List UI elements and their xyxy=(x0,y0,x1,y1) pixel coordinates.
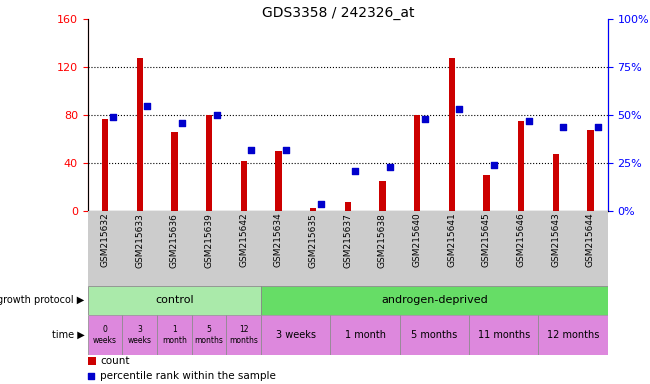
Text: GSM215642: GSM215642 xyxy=(239,213,248,267)
Bar xyxy=(206,115,212,211)
Text: GDS3358 / 242326_at: GDS3358 / 242326_at xyxy=(262,6,414,20)
Text: growth protocol ▶: growth protocol ▶ xyxy=(0,295,84,306)
Text: 3
weeks: 3 weeks xyxy=(128,325,151,345)
Text: 12
months: 12 months xyxy=(229,325,258,345)
Point xyxy=(246,147,257,153)
Bar xyxy=(552,154,559,211)
Text: GSM215638: GSM215638 xyxy=(378,213,387,268)
Point xyxy=(454,106,465,113)
Bar xyxy=(261,286,608,315)
Text: 12 months: 12 months xyxy=(547,330,599,340)
Text: GSM215634: GSM215634 xyxy=(274,213,283,267)
Point xyxy=(558,124,569,130)
Text: GSM215633: GSM215633 xyxy=(135,213,144,268)
Point xyxy=(272,307,283,313)
Bar xyxy=(400,315,469,355)
Point xyxy=(281,147,291,153)
Bar xyxy=(88,315,122,355)
Text: 0
weeks: 0 weeks xyxy=(93,325,117,345)
Bar xyxy=(240,161,247,211)
Bar xyxy=(88,357,96,366)
Bar xyxy=(538,315,608,355)
Text: percentile rank within the sample: percentile rank within the sample xyxy=(100,371,276,381)
Point xyxy=(523,118,534,124)
Point xyxy=(350,168,361,174)
Bar xyxy=(414,115,420,211)
Bar xyxy=(380,181,385,211)
Point xyxy=(211,112,222,118)
Text: GSM215645: GSM215645 xyxy=(482,213,491,267)
Bar xyxy=(122,315,157,355)
Bar xyxy=(344,202,351,211)
Text: 5 months: 5 months xyxy=(411,330,458,340)
Bar xyxy=(226,315,261,355)
Point xyxy=(142,103,153,109)
Text: 1 month: 1 month xyxy=(344,330,385,340)
Text: 1
month: 1 month xyxy=(162,325,187,345)
Bar xyxy=(310,208,316,211)
Point xyxy=(107,114,118,120)
Bar xyxy=(157,315,192,355)
Text: time ▶: time ▶ xyxy=(52,330,84,340)
Bar xyxy=(172,132,177,211)
Text: GSM215640: GSM215640 xyxy=(413,213,422,267)
Point xyxy=(177,120,187,126)
Bar xyxy=(102,119,108,211)
Bar xyxy=(469,315,538,355)
Bar xyxy=(448,58,455,211)
Point xyxy=(489,162,499,168)
Text: control: control xyxy=(155,295,194,306)
Point xyxy=(419,116,430,122)
Bar xyxy=(330,315,400,355)
Bar xyxy=(192,315,226,355)
Text: GSM215639: GSM215639 xyxy=(205,213,214,268)
Bar xyxy=(588,130,593,211)
Text: GSM215646: GSM215646 xyxy=(517,213,526,267)
Point xyxy=(315,200,326,207)
Text: 5
months: 5 months xyxy=(194,325,224,345)
Bar xyxy=(518,121,524,211)
Bar xyxy=(276,151,281,211)
Text: GSM215643: GSM215643 xyxy=(551,213,560,267)
Text: count: count xyxy=(100,356,130,366)
Text: 3 weeks: 3 weeks xyxy=(276,330,316,340)
Point xyxy=(385,164,395,170)
Bar xyxy=(261,315,330,355)
Bar xyxy=(484,175,489,211)
Point xyxy=(593,124,603,130)
Text: 11 months: 11 months xyxy=(478,330,530,340)
Text: GSM215637: GSM215637 xyxy=(343,213,352,268)
Bar xyxy=(88,211,608,286)
Bar xyxy=(88,286,261,315)
Text: GSM215644: GSM215644 xyxy=(586,213,595,267)
Text: GSM215632: GSM215632 xyxy=(101,213,110,267)
Text: androgen-deprived: androgen-deprived xyxy=(381,295,488,306)
Text: GSM215635: GSM215635 xyxy=(309,213,318,268)
Bar xyxy=(136,58,143,211)
Text: GSM215636: GSM215636 xyxy=(170,213,179,268)
Text: GSM215641: GSM215641 xyxy=(447,213,456,267)
